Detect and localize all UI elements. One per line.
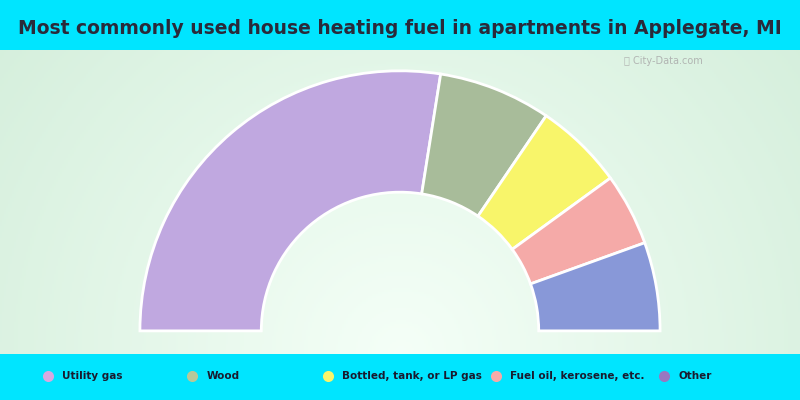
Text: Bottled, tank, or LP gas: Bottled, tank, or LP gas: [342, 371, 482, 381]
Text: Most commonly used house heating fuel in apartments in Applegate, MI: Most commonly used house heating fuel in…: [18, 20, 782, 38]
Wedge shape: [422, 74, 546, 216]
Wedge shape: [530, 243, 660, 331]
Text: Other: Other: [678, 371, 712, 381]
Wedge shape: [512, 178, 645, 284]
Text: Fuel oil, kerosene, etc.: Fuel oil, kerosene, etc.: [510, 371, 645, 381]
Wedge shape: [140, 71, 441, 331]
Wedge shape: [478, 116, 610, 249]
Text: 🔵 City-Data.com: 🔵 City-Data.com: [624, 56, 702, 66]
Text: Wood: Wood: [206, 371, 239, 381]
Text: Utility gas: Utility gas: [62, 371, 123, 381]
